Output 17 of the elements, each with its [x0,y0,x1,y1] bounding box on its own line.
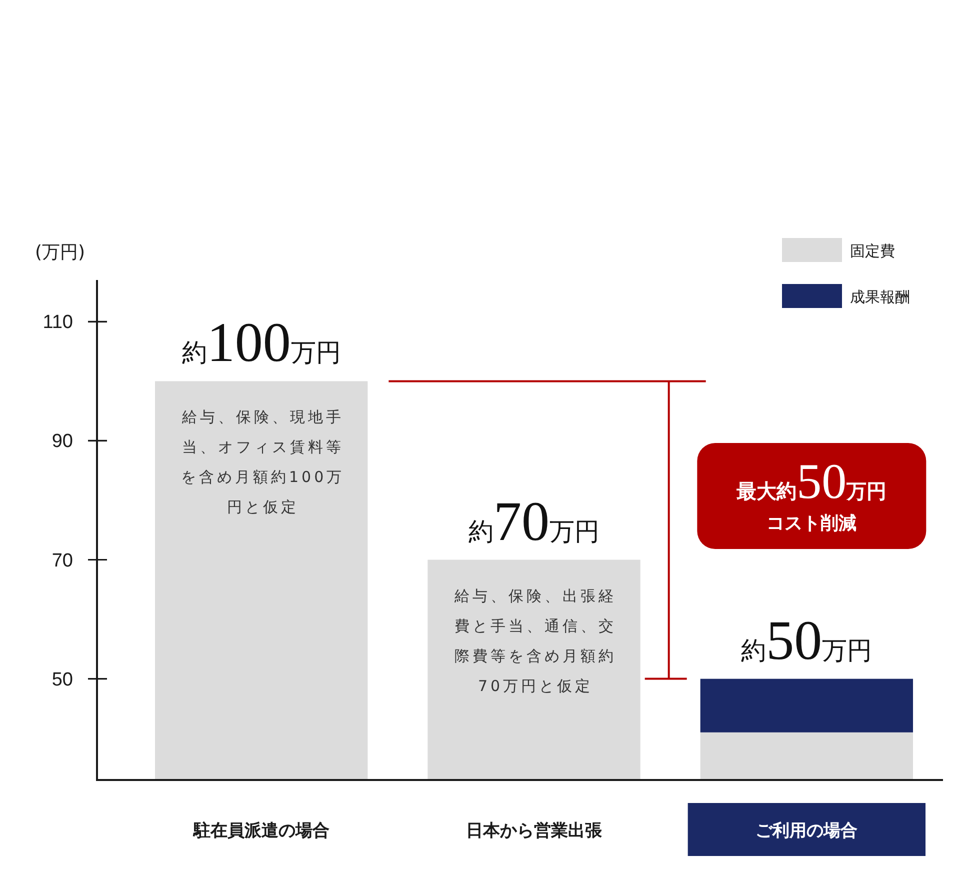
x-tick-label: 駐在員派遣の場合 [192,821,330,841]
y-tick-label: 90 [52,431,73,452]
y-tick-label: 70 [52,550,73,572]
legend-label: 固定費 [850,242,895,260]
y-tick-label: 50 [52,669,73,690]
total-label: 約100万円 [182,312,341,374]
annotation: コスト削減 [766,513,857,534]
annotation: 最大約50万円 [736,453,887,509]
y-tick-label: 110 [42,312,73,334]
annotation: 給与、保険、出張経費と手当、通信、交際費等を含め月額約70万円と仮定 [454,586,616,695]
legend-label: 成果報酬 [850,288,910,306]
total-label: 約50万円 [741,610,872,672]
y-axis-title: (万円) [35,242,86,263]
annotation: 給与、保険、現地手当、オフィス賃料等を含め月額約100万円と仮定 [180,408,345,516]
total-label: 約70万円 [468,490,600,553]
x-tick-label: 日本から営業出張 [466,821,603,841]
x-tick-label: ご利用の場合 [756,821,858,841]
